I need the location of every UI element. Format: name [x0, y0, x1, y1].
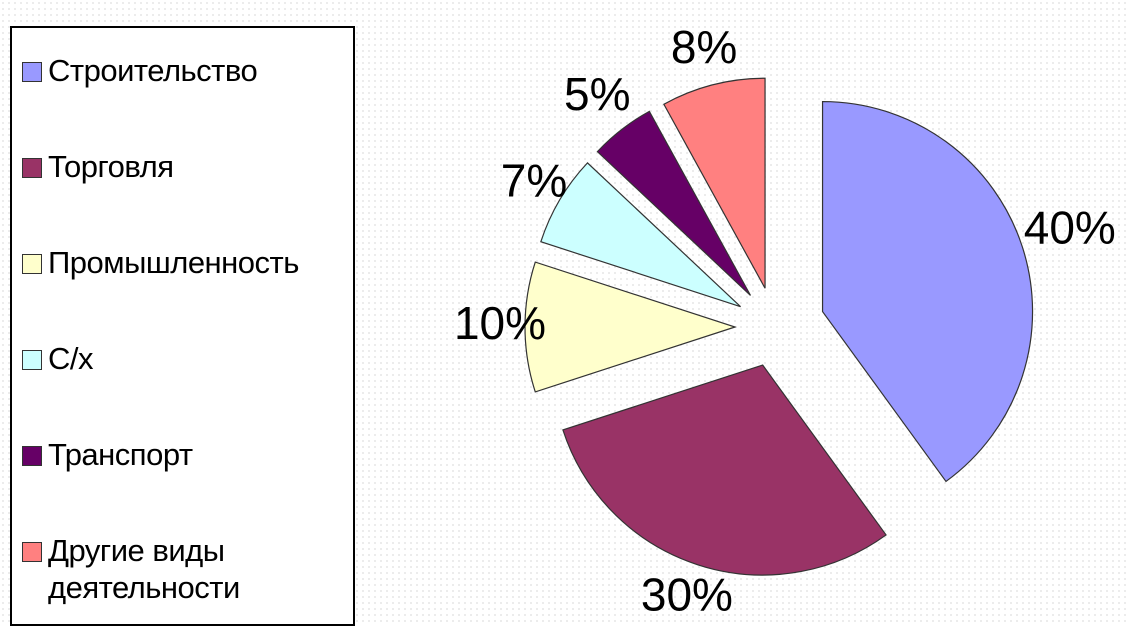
legend-label-other: Другие виды деятельности [48, 533, 240, 605]
legend-item-construction: Строительство [22, 52, 258, 89]
pie-slice-transport [596, 110, 752, 296]
legend-swatch-trade [22, 158, 42, 178]
slice-label-other: 8% [671, 21, 737, 73]
legend-item-trade: Торговля [22, 148, 174, 185]
legend-swatch-transport [22, 446, 42, 466]
pie-slice-trade [562, 364, 887, 576]
legend-item-transport: Транспорт [22, 436, 193, 473]
slice-label-agriculture: 7% [501, 155, 567, 207]
legend-swatch-industry [22, 254, 42, 274]
slice-label-trade: 30% [641, 568, 733, 612]
legend-swatch-agriculture [22, 350, 42, 370]
slice-label-construction: 40% [1024, 201, 1116, 253]
slice-label-transport: 5% [564, 68, 630, 120]
legend-item-other: Другие виды деятельности [22, 532, 322, 606]
legend-label-transport: Транспорт [48, 437, 193, 472]
legend-label-trade: Торговля [48, 149, 174, 184]
legend-label-agriculture: С/х [48, 341, 94, 376]
chart-legend: Строительство Торговля Промышленность С/… [10, 26, 355, 626]
pie-chart: 40% 30% 10% 7% 5% 8% [454, 21, 1116, 612]
legend-item-agriculture: С/х [22, 340, 94, 377]
pie-slice-agriculture [540, 162, 741, 308]
pie-slice-labels: 40% 30% 10% 7% 5% 8% [454, 21, 1116, 612]
legend-label-construction: Строительство [48, 53, 258, 88]
pie-slice-other [663, 77, 766, 289]
pie-slice-construction [821, 100, 1034, 483]
pie-slices [524, 77, 1034, 576]
legend-label-industry: Промышленность [48, 245, 299, 280]
legend-swatch-other [22, 542, 42, 562]
slice-label-industry: 10% [454, 297, 546, 349]
legend-swatch-construction [22, 62, 42, 82]
legend-item-industry: Промышленность [22, 244, 299, 281]
pie-slice-industry [524, 261, 737, 393]
